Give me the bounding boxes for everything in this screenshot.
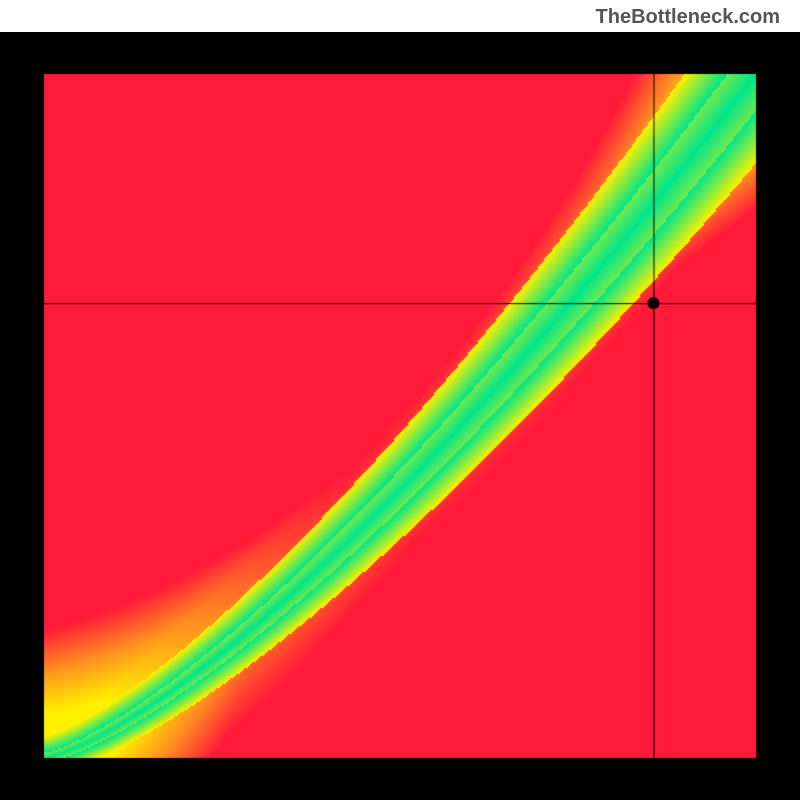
- bottleneck-heatmap: [0, 32, 800, 800]
- attribution-text: TheBottleneck.com: [596, 6, 780, 29]
- chart-container: TheBottleneck.com: [0, 0, 800, 800]
- canvas-wrap: [0, 32, 800, 800]
